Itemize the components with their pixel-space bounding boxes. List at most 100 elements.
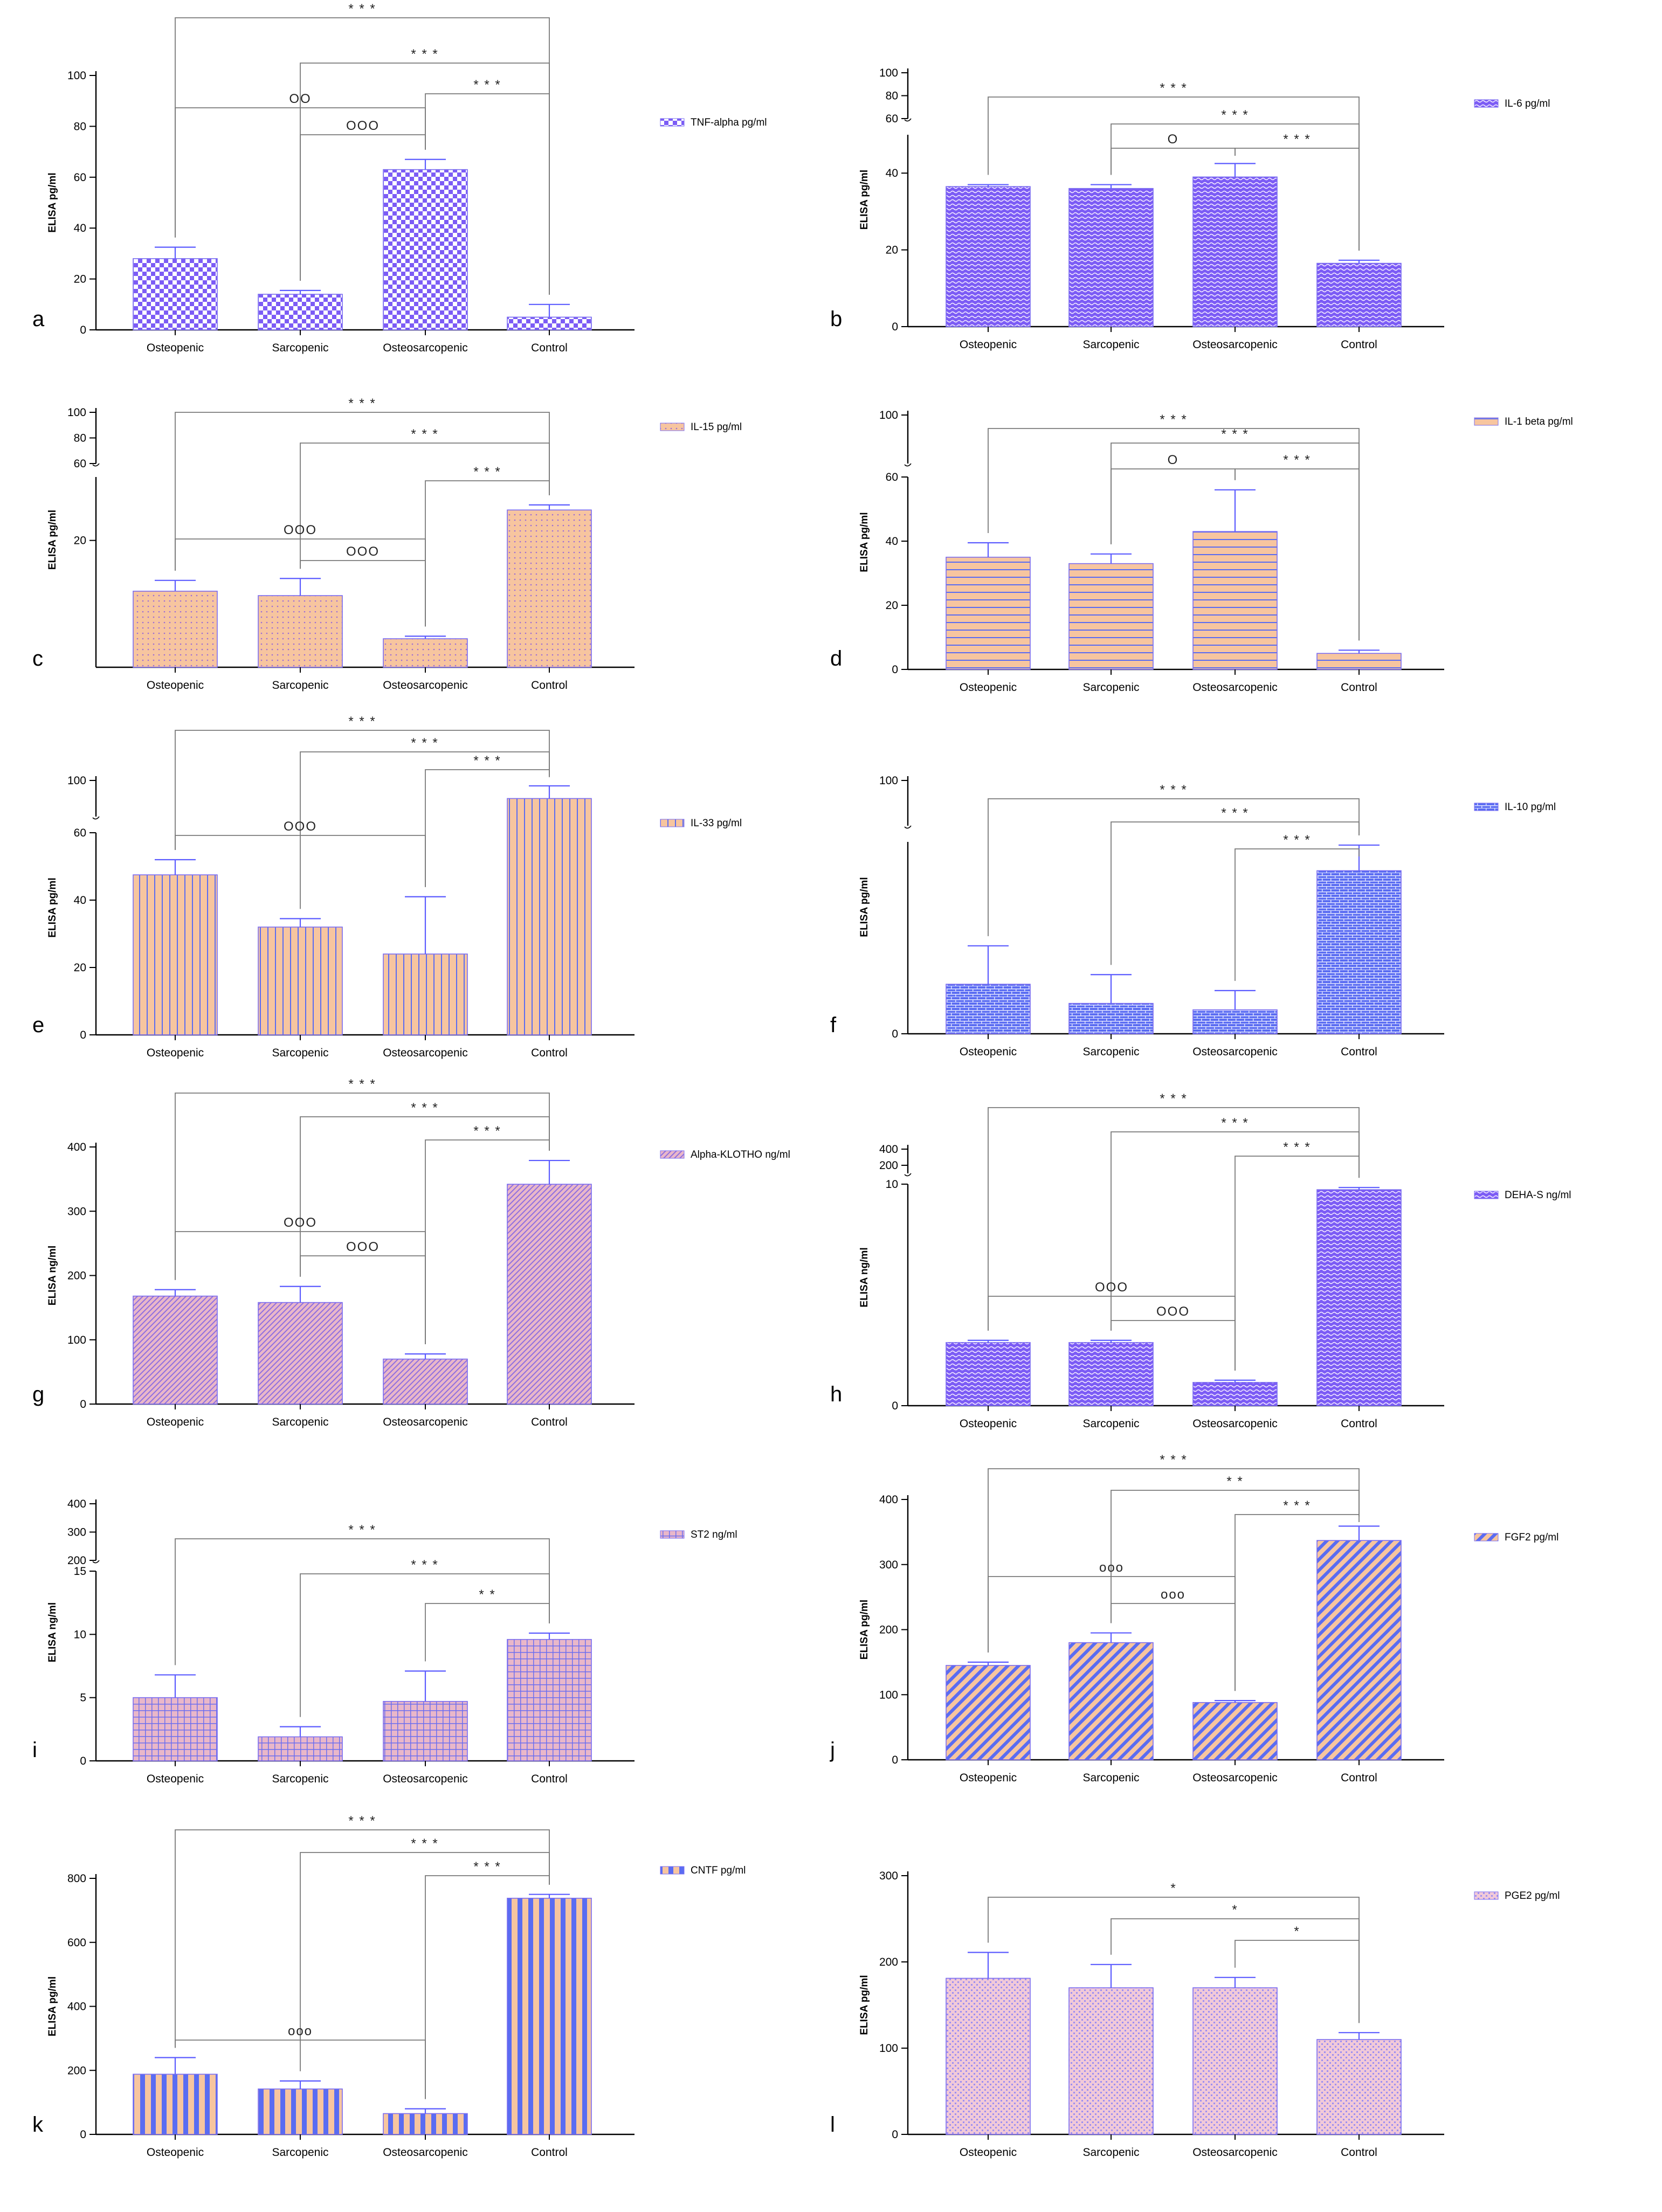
legend-label: Alpha-KLOTHO ng/ml bbox=[691, 1149, 790, 1160]
bar-osteopenic bbox=[946, 1978, 1031, 2135]
bar-sarcopenic bbox=[1068, 1342, 1154, 1406]
significance-label: * * bbox=[479, 1587, 495, 1602]
significance-label: * * * bbox=[348, 2, 376, 16]
panel-label: j bbox=[830, 1738, 835, 1762]
x-tick-label: Sarcopenic bbox=[1082, 338, 1139, 351]
significance-label: * * * bbox=[1221, 427, 1249, 441]
bar-sarcopenic bbox=[1068, 1642, 1154, 1760]
y-tick-label: 20 bbox=[886, 599, 898, 612]
significance-label: OOO bbox=[284, 523, 317, 537]
x-tick-label: Osteosarcopenic bbox=[1192, 681, 1278, 694]
y-tick-label: 10 bbox=[886, 1178, 898, 1191]
bar-osteopenic bbox=[946, 1342, 1031, 1406]
y-tick-label: 20 bbox=[74, 273, 86, 286]
y-axis-label: ELISA pg/ml bbox=[47, 172, 58, 232]
y-tick-label: 200 bbox=[67, 1554, 86, 1567]
x-tick-label: Control bbox=[531, 342, 568, 354]
significance-label: OOO bbox=[346, 544, 380, 559]
legend-swatch bbox=[660, 1150, 685, 1159]
x-tick-label: Osteopenic bbox=[147, 679, 204, 692]
bar-control bbox=[507, 1898, 592, 2135]
panel-b: 0 20 40 60 80 100 ELISA pg/ml Osteopenic Sarcope… bbox=[830, 67, 1550, 351]
significance-label: * * * bbox=[411, 1836, 438, 1851]
significance-label: * * * bbox=[473, 78, 501, 92]
bar-sarcopenic bbox=[1068, 563, 1154, 670]
panel-label: a bbox=[32, 307, 45, 331]
x-tick-label: Osteopenic bbox=[960, 1772, 1017, 1784]
x-tick-label: Osteopenic bbox=[960, 338, 1017, 351]
y-tick-label: 400 bbox=[67, 2001, 86, 2013]
y-axis-label: ELISA pg/ml bbox=[47, 510, 58, 570]
significance-label: * * * bbox=[348, 1077, 376, 1091]
axis-break-mark bbox=[904, 825, 912, 829]
y-tick-label: 400 bbox=[879, 1143, 898, 1156]
significance-label: O bbox=[1168, 453, 1179, 467]
x-tick-label: Sarcopenic bbox=[1082, 1046, 1139, 1058]
y-tick-label: 0 bbox=[80, 324, 86, 336]
significance-label: OOO bbox=[346, 1240, 380, 1254]
x-tick-label: Osteopenic bbox=[147, 342, 204, 354]
bar-osteosarcopenic bbox=[383, 1701, 468, 1761]
significance-bracket bbox=[300, 1116, 550, 1277]
bar-sarcopenic bbox=[258, 927, 343, 1035]
panel-e: 0 20 40 60 100 ELISA pg/ml Osteopenic Sarcopeni… bbox=[32, 714, 742, 1059]
x-tick-label: Control bbox=[531, 1047, 568, 1059]
x-tick-label: Osteopenic bbox=[147, 1047, 204, 1059]
x-tick-label: Osteosarcopenic bbox=[1192, 1046, 1278, 1058]
bar-osteopenic bbox=[133, 2073, 218, 2135]
significance-label: * * * bbox=[473, 754, 501, 768]
significance-bracket bbox=[300, 751, 550, 909]
significance-label: * * * bbox=[411, 427, 438, 441]
x-tick-label: Control bbox=[1341, 1418, 1377, 1430]
y-tick-label: 0 bbox=[892, 2128, 898, 2141]
significance-label: * * * bbox=[1283, 1498, 1311, 1513]
y-tick-label: 40 bbox=[74, 222, 86, 234]
y-tick-label: 60 bbox=[74, 171, 86, 184]
significance-bracket bbox=[1111, 821, 1360, 965]
bar-osteopenic bbox=[946, 556, 1031, 670]
significance-bracket bbox=[988, 1468, 1360, 1653]
y-tick-label: 300 bbox=[879, 1870, 898, 1882]
y-tick-label: 100 bbox=[67, 406, 86, 419]
x-tick-label: Control bbox=[531, 1773, 568, 1785]
significance-label: * * * bbox=[1160, 1453, 1187, 1467]
significance-label: * * * bbox=[473, 465, 501, 479]
legend-label: FGF2 pg/ml bbox=[1505, 1532, 1558, 1543]
bar-osteopenic bbox=[946, 984, 1031, 1034]
panel-h: 0 10 200 400 ELISA ng/ml Osteopenic Sarcopenic… bbox=[830, 1091, 1571, 1430]
y-tick-label: 0 bbox=[892, 663, 898, 676]
y-tick-label: 5 bbox=[80, 1692, 86, 1704]
y-tick-label: 15 bbox=[74, 1565, 86, 1578]
y-axis-label: ELISA pg/ml bbox=[859, 170, 870, 230]
legend-swatch bbox=[660, 819, 685, 827]
significance-bracket bbox=[175, 2040, 426, 2099]
legend-swatch bbox=[660, 1530, 685, 1539]
bar-control bbox=[1316, 262, 1402, 327]
y-axis-label: ELISA pg/ml bbox=[47, 1976, 58, 2036]
x-tick-label: Sarcopenic bbox=[272, 1773, 328, 1785]
significance-label: * * * bbox=[1283, 1140, 1311, 1155]
panel-a: 0 20 40 60 80 100 ELISA pg/ml Osteopenic Sarcope… bbox=[32, 2, 767, 354]
x-tick-label: Osteopenic bbox=[147, 2146, 204, 2159]
panel-label: g bbox=[32, 1382, 44, 1406]
significance-label: * * * bbox=[348, 1814, 376, 1828]
y-tick-label: 0 bbox=[892, 1754, 898, 1766]
bar-osteopenic bbox=[133, 874, 218, 1035]
y-tick-label: 100 bbox=[879, 67, 898, 79]
significance-bracket bbox=[175, 17, 550, 295]
y-tick-label: 0 bbox=[892, 321, 898, 333]
significance-label: OOO bbox=[346, 119, 380, 133]
panel-label: c bbox=[32, 647, 43, 670]
significance-bracket bbox=[1235, 1940, 1360, 2023]
bar-osteosarcopenic bbox=[1192, 176, 1278, 327]
bar-osteosarcopenic bbox=[1192, 1987, 1278, 2135]
significance-label: OOO bbox=[1095, 1280, 1128, 1295]
significance-label: * bbox=[1232, 1903, 1238, 1917]
significance-bracket bbox=[1235, 468, 1360, 641]
significance-label: ooo bbox=[288, 2024, 313, 2038]
x-tick-label: Osteosarcopenic bbox=[383, 1047, 468, 1059]
bar-sarcopenic bbox=[258, 2088, 343, 2135]
y-tick-label: 80 bbox=[74, 432, 86, 445]
